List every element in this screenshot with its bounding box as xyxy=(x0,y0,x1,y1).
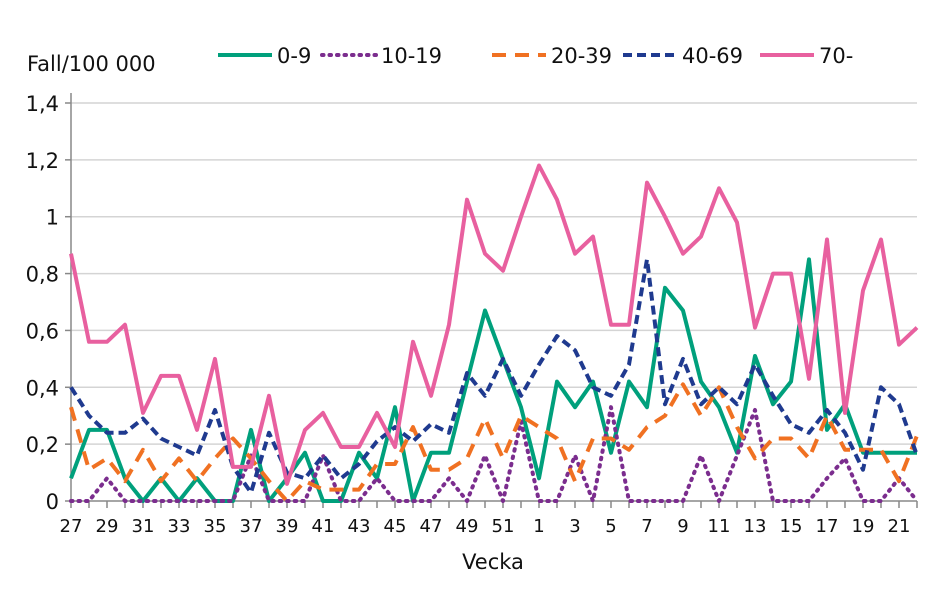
legend-label: 40-69 xyxy=(682,44,743,68)
y-tick-label: 1,2 xyxy=(26,149,59,173)
x-tick-label: 43 xyxy=(348,516,371,537)
series-line-70- xyxy=(69,163,919,486)
x-tick-label: 7 xyxy=(641,516,652,537)
x-tick-label: 21 xyxy=(888,516,911,537)
x-tick-label: 11 xyxy=(708,516,731,537)
y-tick-label: 0,4 xyxy=(26,376,59,400)
series-lines xyxy=(69,163,919,503)
legend-label: 70- xyxy=(819,44,853,68)
x-tick-label: 33 xyxy=(168,516,191,537)
y-axis-label: Fall/100 000 xyxy=(27,52,156,76)
x-tick-label: 15 xyxy=(780,516,803,537)
y-tick-label: 0,8 xyxy=(26,263,59,287)
x-tick-label: 1 xyxy=(533,516,544,537)
x-tick-label: 39 xyxy=(276,516,299,537)
x-tick-label: 3 xyxy=(569,516,580,537)
x-tick-label: 47 xyxy=(420,516,443,537)
y-axis: 0 0,2 0,4 0,6 0,8 1 1,2 1,4 xyxy=(26,92,72,514)
x-tick-label: 37 xyxy=(240,516,263,537)
x-tick-label: 13 xyxy=(744,516,767,537)
legend-label: 10-19 xyxy=(381,44,442,68)
y-tick-label: 0,2 xyxy=(26,433,59,457)
x-axis: 27 29 31 33 35 37 39 41 43 45 47 49 51 1 3 5 7 9 11 13 15 17 1… xyxy=(60,500,918,537)
x-tick-label: 19 xyxy=(852,516,875,537)
series-line-40-69 xyxy=(69,257,919,495)
x-tick-label: 29 xyxy=(96,516,119,537)
legend-label: 20-39 xyxy=(551,44,612,68)
x-tick-label: 9 xyxy=(677,516,688,537)
series-line-0-9 xyxy=(69,257,917,503)
x-tick-label: 49 xyxy=(456,516,479,537)
y-tick-label: 0,6 xyxy=(26,319,59,343)
series-line-20-39 xyxy=(69,382,919,503)
series-line-10-19 xyxy=(69,405,919,503)
y-tick-label: 0 xyxy=(46,490,59,514)
x-tick-label: 27 xyxy=(60,516,83,537)
x-axis-label: Vecka xyxy=(462,550,524,574)
x-tick-label: 41 xyxy=(312,516,335,537)
x-tick-label: 5 xyxy=(605,516,616,537)
legend-label: 0-9 xyxy=(277,44,311,68)
x-tick-label: 35 xyxy=(204,516,227,537)
x-tick-label: 31 xyxy=(132,516,155,537)
y-tick-label: 1,4 xyxy=(26,92,59,116)
x-tick-label: 17 xyxy=(816,516,839,537)
y-tick-label: 1 xyxy=(46,206,59,230)
legend: 0-9 10-19 20-39 40-69 70- xyxy=(218,44,853,68)
x-tick-label: 51 xyxy=(492,516,515,537)
x-tick-label: 45 xyxy=(384,516,407,537)
